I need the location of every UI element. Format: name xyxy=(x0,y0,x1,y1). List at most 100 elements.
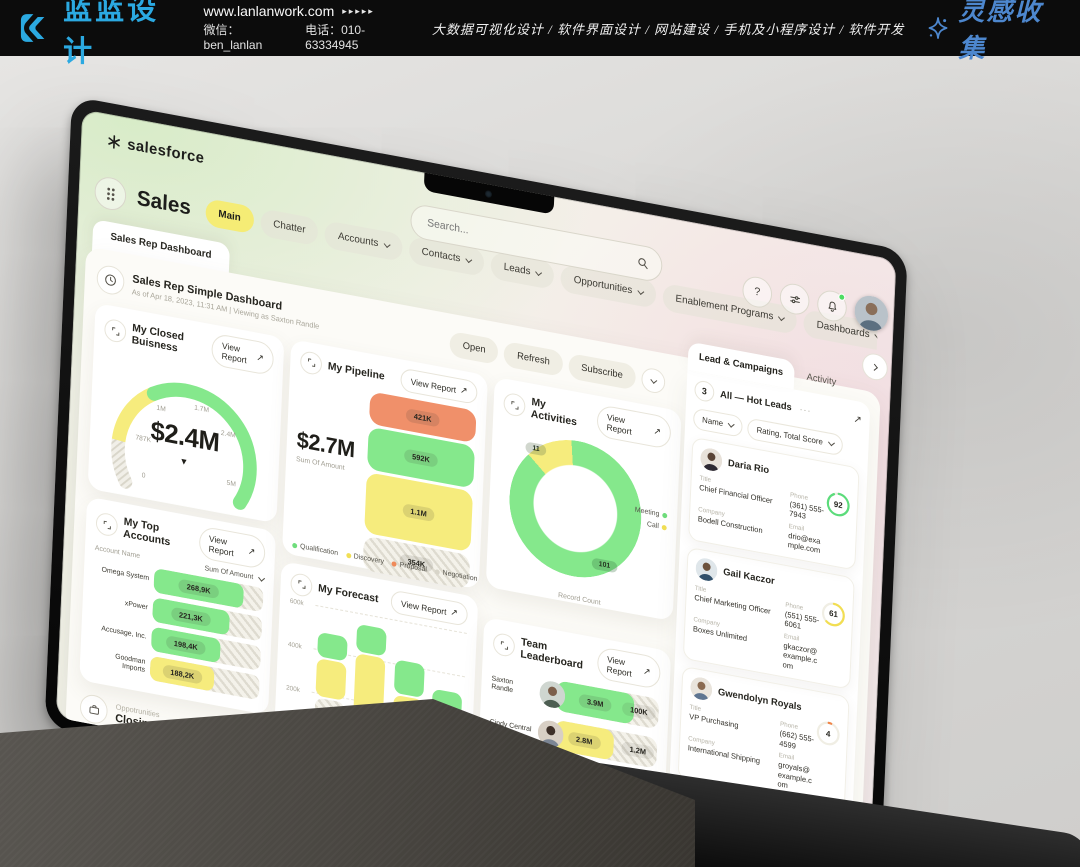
nav-item-chatter[interactable]: Chatter xyxy=(259,207,319,246)
arrow-up-right-icon: ↗ xyxy=(459,384,468,397)
legend-dot xyxy=(434,569,440,576)
banner-wechat: 微信：ben_lanlan xyxy=(203,22,263,52)
nav-item-main[interactable]: Main xyxy=(205,197,255,234)
banner-phone: 电话：010-63334945 xyxy=(305,22,366,52)
remainder-value: 100K xyxy=(621,700,656,721)
chevron-down-icon xyxy=(258,574,266,582)
expand-button[interactable] xyxy=(492,631,516,659)
lead-name: Gail Kaczor xyxy=(722,567,775,588)
bar-value: 221,3K xyxy=(170,606,211,627)
arrow-up-right-icon: ↗ xyxy=(450,606,459,619)
account-name: Omega System xyxy=(101,566,150,583)
leads-count-badge: 3 xyxy=(694,379,715,404)
nav-item-accounts[interactable]: Accounts xyxy=(324,219,403,262)
top-banner: 蓝蓝设计 www.lanlanwork.com ▸▸▸▸▸ 微信：ben_lan… xyxy=(0,0,1080,68)
widget-my-forecast: My Forecast View Report ↗ 600k 400k 200k … xyxy=(272,560,479,798)
sparkle-icon xyxy=(928,17,948,39)
expand-button[interactable] xyxy=(503,391,526,418)
banner-contact: www.lanlanwork.com ▸▸▸▸▸ 微信：ben_lanlan 电… xyxy=(204,3,410,53)
laptop: salesforce Sales Main xyxy=(44,96,908,867)
filter-name[interactable]: Name xyxy=(692,407,744,438)
salesforce-star-icon xyxy=(108,135,121,149)
more-actions-button[interactable] xyxy=(640,366,666,395)
nav-item-label: Opportunities xyxy=(573,273,633,296)
lead-card[interactable]: Gail Kaczor Title Chief Marketing Office… xyxy=(682,546,855,691)
legend-dot xyxy=(391,561,397,568)
nav-item-label: Leads xyxy=(503,260,531,278)
leads-list-title: All — Hot Leads xyxy=(719,388,792,413)
gauge-tick: 5M xyxy=(226,479,237,489)
y-tick: 200k xyxy=(285,684,301,695)
banner-website: www.lanlanwork.com xyxy=(203,3,335,20)
bar-value: 2.8M xyxy=(567,730,601,750)
lead-score: 61 xyxy=(828,609,838,620)
lanlan-logo-icon xyxy=(20,14,45,42)
expand-button[interactable] xyxy=(95,511,119,538)
nav-item-label: Contacts xyxy=(421,245,461,265)
help-button[interactable]: ? xyxy=(741,274,773,311)
expand-icon xyxy=(500,640,508,650)
expand-leads-button[interactable]: ↗ xyxy=(853,413,862,426)
widget-my-activities: My Activities View Report ↗ 11 101 Meetin… xyxy=(485,376,682,622)
subscribe-button[interactable]: Subscribe xyxy=(567,352,637,391)
chevron-right-icon xyxy=(870,363,878,371)
legend-dot xyxy=(662,512,668,519)
refresh-button[interactable]: Refresh xyxy=(503,340,564,377)
dashboard-header: Sales Rep Simple Dashboard As of Apr 18,… xyxy=(96,258,869,439)
banner-brand-text: 蓝蓝设计 xyxy=(63,0,160,68)
legend-dot xyxy=(292,542,298,549)
lead-card[interactable]: Daria Rio Title Chief Financial Officer … xyxy=(687,436,860,571)
column-2: My Pipeline View Report ↗ $2.7M Sum Of Am… xyxy=(272,339,489,798)
view-report-button[interactable]: View Report ↗ xyxy=(198,525,266,571)
expand-icon xyxy=(510,400,519,410)
nav-item-label: Accounts xyxy=(337,230,379,249)
bar-value: 592K xyxy=(404,448,438,468)
cards-grid: My Closed Buisness View Report ↗ xyxy=(77,302,866,867)
gauge-tick: 1M xyxy=(156,404,166,414)
help-icon: ? xyxy=(754,285,761,299)
briefcase-icon xyxy=(79,692,109,726)
notification-dot xyxy=(838,292,846,302)
y-tick: 400k xyxy=(287,641,302,651)
widget-my-closed-business: My Closed Buisness View Report ↗ xyxy=(87,302,285,524)
view-report-button[interactable]: View Report ↗ xyxy=(596,646,662,691)
lead-score: 4 xyxy=(825,728,831,739)
chevron-down-icon xyxy=(827,439,835,447)
avatar xyxy=(537,718,565,750)
avatar xyxy=(539,679,566,711)
avatar xyxy=(695,556,718,583)
gauge-chart: 0 787K 1M 1.7M 2.4M 5M $2.4M ▼ xyxy=(97,347,273,528)
lead-score: 92 xyxy=(833,499,843,510)
account-name: Goodman Imports xyxy=(114,653,146,674)
settings-button[interactable] xyxy=(779,281,811,317)
app-launcher-button[interactable] xyxy=(93,174,127,213)
opportunities-footer: Oppotrunities Closing This Mounth xyxy=(77,688,267,759)
app-navbar: Sales Main Chatter Accounts Contacts Lea… xyxy=(93,174,879,352)
score-ring: 4 xyxy=(815,718,842,749)
chevron-down-icon xyxy=(383,240,391,248)
overflow-menu-icon[interactable]: ··· xyxy=(799,403,812,417)
expand-button[interactable] xyxy=(290,571,313,598)
legend-dot xyxy=(345,552,351,559)
background-wall: salesforce Sales Main xyxy=(0,56,1080,867)
salesforce-logo: salesforce xyxy=(106,132,205,167)
notifications-button[interactable] xyxy=(816,288,848,324)
user-avatar[interactable] xyxy=(853,293,889,334)
leads-body: 3 All — Hot Leads ··· ↗ Name Rating, Tot… xyxy=(667,369,871,867)
open-button[interactable]: Open xyxy=(449,330,499,365)
expand-icon xyxy=(103,520,111,529)
bar-value: 268,9K xyxy=(178,578,219,599)
expand-button[interactable] xyxy=(103,317,127,344)
arrow-up-right-icon: ↗ xyxy=(247,545,256,557)
lead-card[interactable]: Gwendolyn Royals Title VP Purchasing Pho… xyxy=(677,666,850,810)
search-bar xyxy=(409,202,664,284)
lead-email: gkaczor@example.com xyxy=(782,640,818,671)
bell-icon xyxy=(828,301,836,312)
header-icon-cluster: ? xyxy=(741,272,889,334)
widget-my-pipeline: My Pipeline View Report ↗ $2.7M Sum Of Am… xyxy=(282,339,489,590)
dashboard-panel: Sales Rep Simple Dashboard As of Apr 18,… xyxy=(65,246,881,867)
score-ring: 61 xyxy=(820,599,847,630)
column-3: My Activities View Report ↗ 11 101 Meetin… xyxy=(476,376,682,833)
expand-button[interactable] xyxy=(299,349,323,376)
bar-value: 198,4K xyxy=(165,634,206,656)
